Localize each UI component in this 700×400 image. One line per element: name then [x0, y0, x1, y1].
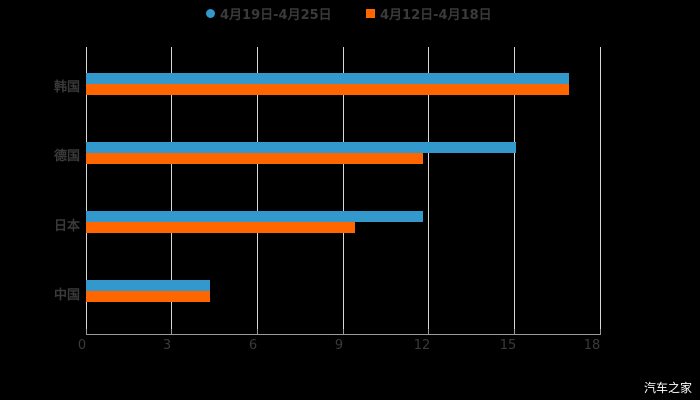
bar-germany-series2[interactable]: [86, 153, 423, 164]
category-label-japan: 日本: [53, 219, 80, 234]
legend-item-series1[interactable]: 4月19日-4月25日: [206, 4, 332, 23]
gridline: [600, 47, 601, 335]
x-tick-label: 18: [583, 338, 601, 353]
x-tick: [171, 329, 172, 335]
gridline: [86, 47, 87, 335]
x-tick: [86, 329, 87, 335]
legend: 4月19日-4月25日 4月12日-4月18日: [0, 4, 700, 24]
gridline: [428, 47, 429, 335]
category-label-germany: 德国: [53, 149, 80, 164]
x-tick: [343, 329, 344, 335]
bar-germany-series1[interactable]: [86, 142, 516, 153]
x-tick: [257, 329, 258, 335]
x-tick-label: 0: [77, 338, 87, 353]
gridline: [514, 47, 515, 335]
bar-korea-series2[interactable]: [86, 84, 569, 95]
bar-china-series1[interactable]: [86, 280, 210, 291]
bar-korea-series1[interactable]: [86, 73, 569, 84]
gridline: [171, 47, 172, 335]
legend-label: 4月12日-4月18日: [380, 8, 492, 23]
category-label-korea: 韩国: [53, 80, 80, 95]
x-tick: [514, 329, 515, 335]
legend-circle-icon: [206, 9, 215, 18]
legend-label: 4月19日-4月25日: [220, 8, 332, 23]
x-tick-label: 15: [499, 338, 517, 353]
bar-japan-series2[interactable]: [86, 222, 355, 233]
watermark: 汽车之家: [643, 381, 692, 395]
legend-item-series2[interactable]: 4月12日-4月18日: [366, 4, 492, 23]
bar-japan-series1[interactable]: [86, 211, 423, 222]
gridline: [343, 47, 344, 335]
gridline: [257, 47, 258, 335]
x-tick: [600, 329, 601, 335]
legend-square-icon: [366, 9, 375, 18]
x-tick-label: 3: [162, 338, 172, 353]
x-tick-label: 12: [413, 338, 431, 353]
x-tick-label: 9: [334, 338, 344, 353]
x-tick-label: 6: [248, 338, 258, 353]
bar-china-series2[interactable]: [86, 291, 210, 302]
x-tick: [428, 329, 429, 335]
category-label-china: 中国: [53, 288, 80, 303]
